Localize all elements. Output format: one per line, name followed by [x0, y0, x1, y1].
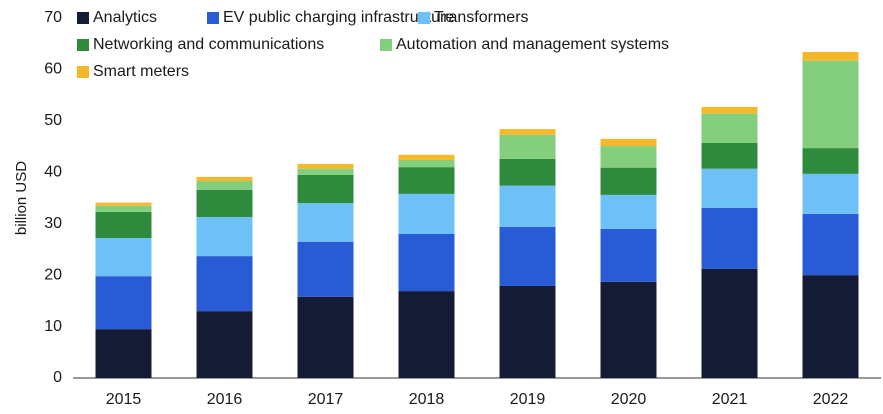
legend-swatch: [207, 12, 219, 24]
bar-segment: [95, 202, 152, 206]
legend-label: EV public charging infrastructure: [223, 9, 454, 26]
y-tick-label: 40: [44, 164, 62, 181]
bar-segment: [297, 203, 354, 242]
bar-segment: [600, 167, 657, 195]
bar-segment: [600, 138, 657, 147]
bar-segment: [297, 164, 354, 169]
x-tick-label: 2015: [106, 391, 142, 408]
bar-segment: [499, 158, 556, 186]
y-tick-label: 30: [44, 215, 62, 232]
x-tick-label: 2019: [510, 391, 546, 408]
bar-segment: [701, 268, 758, 378]
bar-segment: [297, 296, 354, 378]
bar-segment: [499, 285, 556, 378]
y-tick-label: 50: [44, 112, 62, 129]
legend-label: Smart meters: [93, 63, 189, 80]
legend-swatch: [380, 39, 392, 51]
bar-segment: [701, 207, 758, 269]
x-tick-label: 2017: [308, 391, 344, 408]
legend-swatch: [418, 12, 430, 24]
bar-segment: [196, 311, 253, 378]
bar-segment: [701, 142, 758, 169]
bar-segment: [196, 176, 253, 182]
legend-swatch: [77, 39, 89, 51]
legend-label: Networking and communications: [93, 36, 324, 53]
y-tick-label: 10: [44, 318, 62, 335]
y-tick-label: 60: [44, 61, 62, 78]
bar-segment: [196, 189, 253, 218]
legend-label: Transformers: [434, 9, 529, 26]
bar-segment: [499, 134, 556, 159]
x-tick-label: 2021: [712, 391, 748, 408]
bar-segment: [600, 146, 657, 168]
bar-segment: [196, 181, 253, 190]
x-tick-label: 2016: [207, 391, 243, 408]
legend-label: Analytics: [93, 9, 157, 26]
bar-segment: [701, 168, 758, 208]
y-axis-label: billion USD: [13, 161, 30, 235]
bar-segment: [95, 238, 152, 277]
bar-segment: [297, 241, 354, 297]
y-tick-label: 70: [44, 9, 62, 26]
bar-segment: [95, 211, 152, 239]
bar-segment: [297, 168, 354, 175]
bar-segment: [297, 174, 354, 204]
bar-segment: [398, 159, 455, 168]
bar-segment: [802, 148, 859, 174]
legend-swatch: [77, 12, 89, 24]
bar-segment: [802, 60, 859, 149]
x-tick-label: 2020: [611, 391, 647, 408]
bar-segment: [398, 167, 455, 194]
y-tick-label: 20: [44, 266, 62, 283]
bar-segment: [196, 256, 253, 312]
bar-segment: [802, 173, 859, 214]
bar-segment: [802, 275, 859, 378]
legend-label: Automation and management systems: [396, 36, 669, 53]
legend-swatch: [77, 66, 89, 78]
bar-segment: [499, 129, 556, 135]
bar-segment: [398, 291, 455, 378]
bar-segment: [600, 281, 657, 378]
bar-segment: [95, 205, 152, 212]
bar-segment: [600, 228, 657, 282]
bar-segment: [95, 276, 152, 330]
bar-segment: [499, 185, 556, 227]
bar-segment: [398, 154, 455, 160]
bar-segment: [802, 213, 859, 276]
y-tick-label: 0: [53, 369, 62, 386]
bar-segment: [196, 217, 253, 257]
bar-segment: [398, 193, 455, 234]
bar-segment: [701, 113, 758, 143]
x-tick-label: 2018: [409, 391, 445, 408]
bar-segment: [499, 226, 556, 286]
bar-segment: [600, 194, 657, 229]
bar-segment: [802, 51, 859, 61]
bar-segment: [701, 106, 758, 114]
bar-segment: [95, 329, 152, 378]
x-tick-label: 2022: [813, 391, 849, 408]
bar-segment: [398, 234, 455, 292]
